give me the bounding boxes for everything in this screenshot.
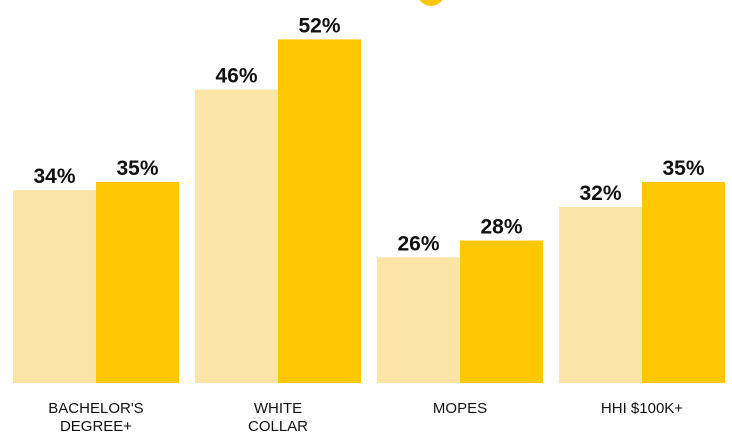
value-label: 28% (480, 216, 522, 239)
value-label: 32% (579, 182, 621, 205)
x-tick-label: WHITE COLLAR (247, 400, 309, 435)
decoration (419, 0, 443, 6)
value-label: 35% (662, 157, 704, 180)
bar (642, 181, 725, 383)
x-tick-label: HHI $100K+ (600, 400, 684, 417)
bar (96, 181, 179, 383)
x-tick-label: MOPES (432, 400, 488, 417)
bar (559, 207, 642, 383)
value-label: 52% (298, 14, 340, 37)
bar (460, 240, 543, 383)
value-label: 35% (116, 157, 158, 180)
value-label: 26% (397, 232, 439, 255)
bar (377, 257, 460, 383)
bar (13, 190, 96, 383)
bar (278, 39, 361, 383)
bar (195, 89, 278, 384)
value-label: 34% (33, 165, 75, 188)
x-tick-label: BACHELOR'S DEGREE+ (48, 400, 144, 435)
value-label: 46% (215, 65, 257, 88)
